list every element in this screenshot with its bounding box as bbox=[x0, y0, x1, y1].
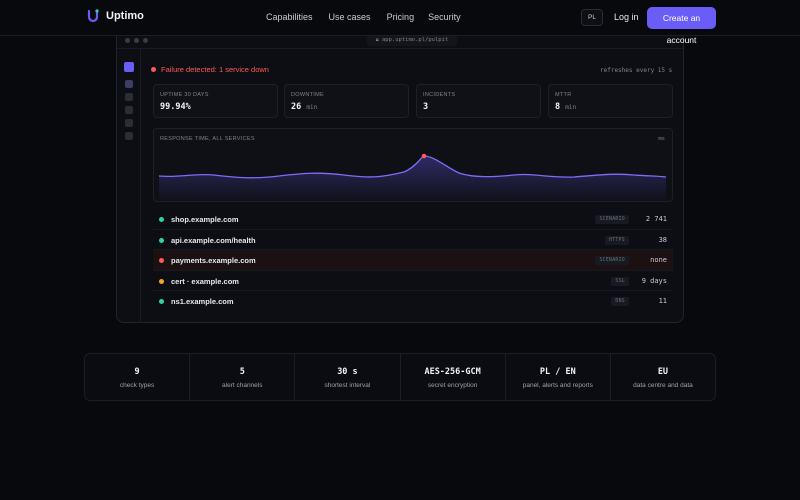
language-switch-button[interactable]: PL bbox=[581, 9, 603, 26]
lock-icon: 🔒︎ bbox=[375, 37, 379, 43]
feature-stat-value: 30 s bbox=[337, 367, 358, 377]
feature-stats-strip: 9 check types 5 alert channels 30 s shor… bbox=[84, 353, 716, 401]
nav-link-use-cases[interactable]: Use cases bbox=[328, 12, 371, 22]
alert-dot-icon bbox=[151, 67, 156, 72]
nav-link-capabilities[interactable]: Capabilities bbox=[266, 12, 313, 22]
alert-text: Failure detected: 1 service down bbox=[161, 65, 269, 74]
stat-value: 26 min bbox=[291, 102, 318, 112]
service-name: shop.example.com bbox=[171, 215, 239, 224]
stat-card-mttr: MTTR 8 min bbox=[548, 84, 673, 118]
refresh-interval-text: refreshes every 15 s bbox=[600, 67, 673, 74]
service-name: payments.example.com bbox=[171, 256, 256, 265]
status-dot-icon bbox=[159, 217, 164, 222]
sidebar-item-6[interactable] bbox=[125, 132, 133, 140]
feature-stat-value: PL / EN bbox=[539, 367, 576, 377]
service-row[interactable]: payments.example.com SCENARIO none bbox=[153, 250, 673, 271]
failure-alert: Failure detected: 1 service down bbox=[151, 65, 269, 74]
service-value: 2 741 bbox=[645, 215, 667, 223]
service-row[interactable]: ns1.example.com DNS 11 bbox=[153, 291, 673, 312]
stat-card-incidents: INCIDENTS 3 bbox=[416, 84, 541, 118]
login-link[interactable]: Log in bbox=[614, 12, 639, 22]
feature-stat-value: EU bbox=[657, 367, 669, 377]
check-type-badge: SSL bbox=[611, 276, 629, 286]
feature-stat-label: secret encryption bbox=[427, 382, 478, 389]
window-titlebar: 🔒︎ app.uptimo.pl/pulpit bbox=[117, 31, 683, 49]
app-preview-window: 🔒︎ app.uptimo.pl/pulpit Failure detected… bbox=[116, 30, 684, 323]
sidebar-item-5[interactable] bbox=[125, 119, 133, 127]
check-type-badge: SCENARIO bbox=[595, 256, 629, 265]
check-type-badge: SCENARIO bbox=[595, 215, 629, 224]
feature-stat: 5 alert channels bbox=[190, 354, 296, 400]
nav-link-pricing[interactable]: Pricing bbox=[386, 12, 415, 22]
status-dot-icon bbox=[159, 237, 164, 243]
feature-stat-label: shortest interval bbox=[324, 382, 371, 389]
sidebar-item-2[interactable] bbox=[125, 80, 133, 88]
top-nav: Uptimo Capabilities Use cases Pricing Se… bbox=[0, 0, 800, 45]
stat-label: INCIDENTS bbox=[423, 92, 456, 98]
window-dot-icon bbox=[143, 38, 148, 43]
stat-card-downtime: DOWNTIME 26 min bbox=[284, 84, 409, 118]
service-name: cert · example.com bbox=[171, 276, 239, 286]
window-dot-icon bbox=[125, 38, 130, 43]
service-value: none bbox=[650, 256, 667, 264]
stat-card-uptime: UPTIME 30 DAYS 99.94% bbox=[153, 84, 278, 118]
service-name: api.example.com/health bbox=[171, 235, 256, 245]
service-name: ns1.example.com bbox=[171, 297, 234, 306]
feature-stat-label: panel, alerts and reports bbox=[522, 382, 593, 389]
window-dot-icon bbox=[134, 38, 139, 43]
url-bar: 🔒︎ app.uptimo.pl/pulpit bbox=[367, 35, 457, 46]
sidebar-item-dashboard[interactable] bbox=[124, 62, 134, 72]
stat-value: 3 bbox=[423, 102, 429, 112]
feature-stat: 9 check types bbox=[85, 354, 191, 400]
sidebar-item-3[interactable] bbox=[125, 93, 133, 101]
response-time-sparkline bbox=[158, 153, 667, 201]
feature-stat-label: check types bbox=[119, 382, 155, 389]
feature-stat: PL / EN panel, alerts and reports bbox=[506, 354, 611, 400]
feature-stat-label: data centre and data bbox=[633, 382, 693, 389]
feature-stat-value: AES-256-GCM bbox=[424, 367, 481, 377]
feature-stat-value: 5 bbox=[239, 367, 245, 377]
sidebar-item-4[interactable] bbox=[125, 106, 133, 114]
create-account-button[interactable]: Create an account bbox=[647, 7, 716, 45]
feature-stat-value: 9 bbox=[134, 367, 140, 377]
response-time-chart: RESPONSE TIME, ALL SERVICES ms bbox=[153, 128, 673, 202]
nav-links: Capabilities Use cases Pricing Security bbox=[266, 12, 461, 22]
feature-stat: EU data centre and data bbox=[611, 354, 715, 400]
url-text: app.uptimo.pl/pulpit bbox=[382, 37, 449, 43]
incident-marker[interactable] bbox=[421, 153, 427, 159]
service-value: 9 days bbox=[641, 276, 667, 285]
stat-value: 8 min bbox=[555, 102, 577, 112]
service-row[interactable]: cert · example.com SSL 9 days bbox=[153, 271, 673, 291]
status-dot-icon bbox=[159, 299, 164, 304]
chart-title: RESPONSE TIME, ALL SERVICES bbox=[160, 136, 255, 142]
stat-label: UPTIME 30 DAYS bbox=[160, 92, 209, 98]
service-row[interactable]: api.example.com/health HTTPS 38 bbox=[153, 230, 673, 250]
feature-stat: AES-256-GCM secret encryption bbox=[401, 354, 506, 400]
check-type-badge: HTTPS bbox=[605, 235, 629, 245]
status-dot-icon bbox=[159, 278, 164, 284]
feature-stat-label: alert channels bbox=[222, 382, 263, 389]
feature-stat: 30 s shortest interval bbox=[295, 354, 401, 400]
stat-value: 99.94% bbox=[160, 102, 191, 112]
chart-unit: ms bbox=[658, 136, 665, 142]
stat-label: DOWNTIME bbox=[291, 92, 324, 98]
service-value: 38 bbox=[658, 235, 667, 244]
check-type-badge: DNS bbox=[611, 297, 629, 306]
service-row[interactable]: shop.example.com SCENARIO 2 741 bbox=[153, 209, 673, 230]
sidebar bbox=[117, 49, 141, 322]
brand-logo[interactable]: Uptimo bbox=[86, 9, 144, 23]
service-value: 11 bbox=[658, 297, 667, 305]
sparkline-area bbox=[159, 156, 666, 201]
nav-link-security[interactable]: Security bbox=[428, 12, 461, 22]
service-list: shop.example.com SCENARIO 2 741 api.exam… bbox=[153, 209, 673, 312]
brand-name: Uptimo bbox=[106, 10, 144, 22]
uptimo-logo-icon bbox=[86, 9, 100, 23]
status-dot-icon bbox=[159, 258, 164, 263]
stat-label: MTTR bbox=[555, 92, 572, 98]
